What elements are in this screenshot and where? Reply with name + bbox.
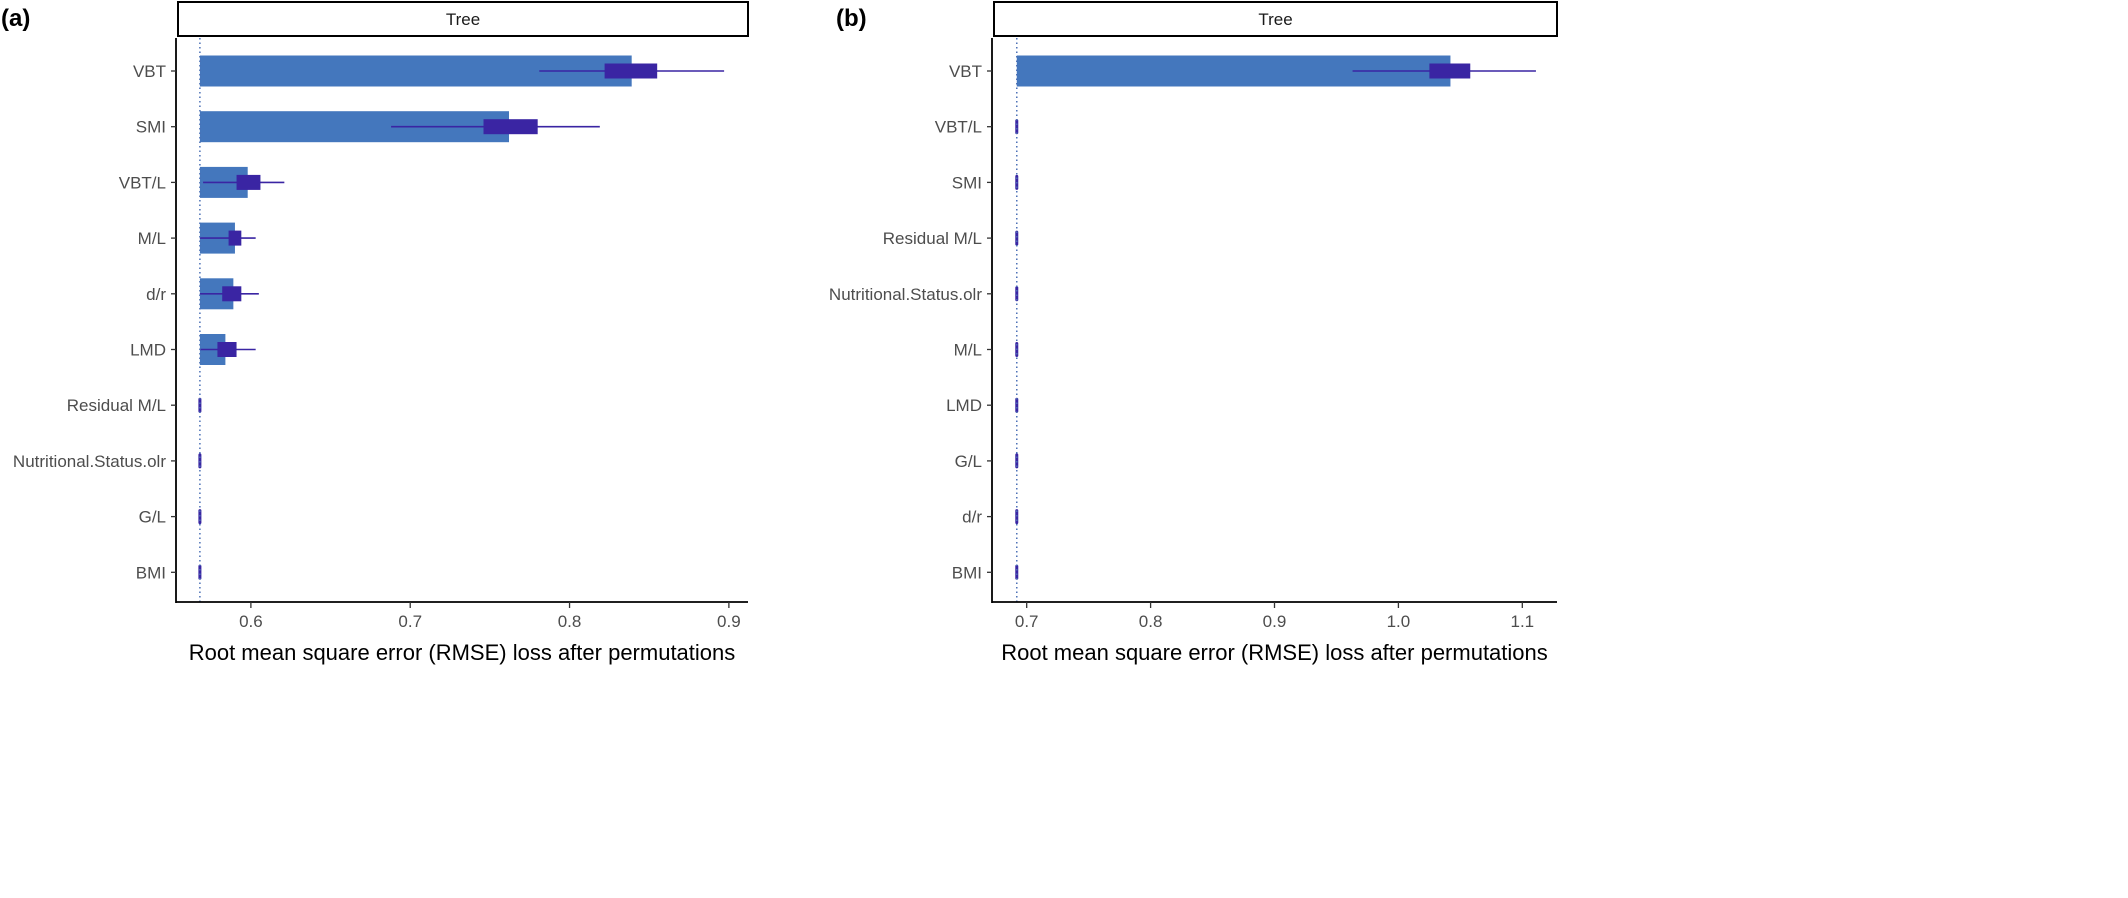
category-label: Residual M/L bbox=[883, 229, 982, 248]
boxplot-box bbox=[236, 174, 261, 190]
x-axis-title: Root mean square error (RMSE) loss after… bbox=[189, 640, 736, 665]
boxplot-box bbox=[1015, 119, 1019, 135]
boxplot-box bbox=[483, 119, 538, 135]
boxplot-box bbox=[198, 564, 202, 580]
panel-label: (b) bbox=[836, 5, 867, 32]
category-label: d/r bbox=[962, 508, 982, 527]
x-tick-label: 0.7 bbox=[1015, 612, 1039, 631]
panel-b: (b) Tree VBT VBT/L SMI Residual M/L Nutritiona… bbox=[829, 1, 1558, 665]
boxplot-box bbox=[198, 397, 202, 413]
x-tick-label: 0.8 bbox=[1139, 612, 1163, 631]
category-label: VBT/L bbox=[935, 118, 982, 137]
panel-a: (a) Tree VBT SMI VBT/L M/L d/r LMD Residual M/L N… bbox=[1, 1, 749, 665]
category-label: VBT bbox=[133, 62, 166, 81]
category-label: BMI bbox=[952, 563, 982, 582]
category-label: SMI bbox=[136, 118, 166, 137]
boxplot-box bbox=[228, 230, 242, 246]
boxplot-box bbox=[1429, 63, 1471, 79]
x-tick-label: 0.6 bbox=[239, 612, 263, 631]
x-axis-title: Root mean square error (RMSE) loss after… bbox=[1001, 640, 1548, 665]
category-label: G/L bbox=[955, 452, 982, 471]
boxplot-box bbox=[1015, 397, 1019, 413]
category-label: M/L bbox=[954, 341, 982, 360]
category-label: LMD bbox=[946, 396, 982, 415]
category-label: Nutritional.Status.olr bbox=[829, 285, 982, 304]
category-label: VBT/L bbox=[119, 173, 166, 192]
boxplot-box bbox=[1015, 564, 1019, 580]
x-tick-label: 1.0 bbox=[1387, 612, 1411, 631]
x-tick-label: 0.9 bbox=[1263, 612, 1287, 631]
category-label: Residual M/L bbox=[67, 396, 166, 415]
facet-strip bbox=[993, 1, 1558, 37]
category-label: M/L bbox=[138, 229, 166, 248]
category-label: BMI bbox=[136, 563, 166, 582]
category-label: G/L bbox=[139, 508, 166, 527]
category-label: d/r bbox=[146, 285, 166, 304]
category-label: SMI bbox=[952, 173, 982, 192]
facet-title: Tree bbox=[446, 10, 480, 29]
category-label: Nutritional.Status.olr bbox=[13, 452, 166, 471]
panel-label: (a) bbox=[1, 5, 30, 32]
facet-strip bbox=[177, 1, 749, 37]
boxplot-box bbox=[604, 63, 658, 79]
x-tick-label: 1.1 bbox=[1510, 612, 1534, 631]
x-tick-label: 0.8 bbox=[558, 612, 582, 631]
category-label: LMD bbox=[130, 341, 166, 360]
category-label: VBT bbox=[949, 62, 982, 81]
x-tick-label: 0.9 bbox=[717, 612, 741, 631]
boxplot-box bbox=[217, 342, 237, 357]
x-tick-label: 0.7 bbox=[398, 612, 422, 631]
facet-title: Tree bbox=[1258, 10, 1292, 29]
boxplot-box bbox=[222, 286, 242, 302]
